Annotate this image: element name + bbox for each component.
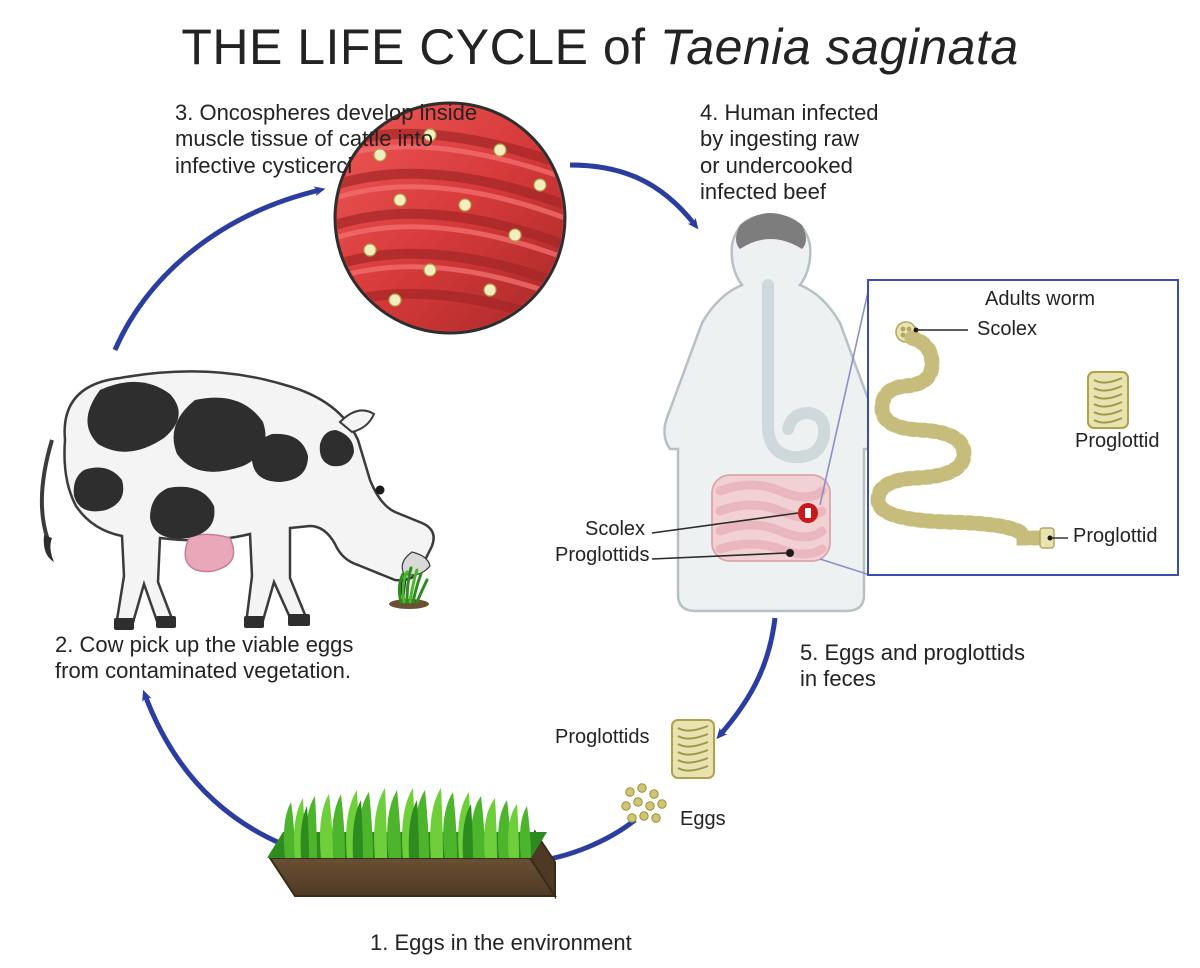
human-proglottids-text: Proglottids: [555, 544, 650, 566]
feces-proglottids-text: Proglottids: [555, 726, 650, 748]
inset-scolex-text: Scolex: [977, 318, 1037, 340]
human-scolex-text: Scolex: [585, 518, 645, 540]
inset-proglottid-bottom-label: Proglottid: [1073, 525, 1158, 548]
stage-4-text: 4. Human infected by ingesting raw or un…: [700, 100, 879, 204]
diagram-stage: THE LIFE CYCLE of Taenia saginata: [0, 0, 1200, 968]
inset-scolex-label: Scolex: [977, 318, 1037, 341]
arrow-4-to-5: [720, 618, 775, 735]
human-scolex-label: Scolex: [585, 518, 645, 541]
stage-4-caption: 4. Human infected by ingesting raw or un…: [700, 100, 920, 206]
inset-proglottid-bottom-text: Proglottid: [1073, 525, 1158, 547]
stage-5-text: 5. Eggs and proglottids in feces: [800, 640, 1025, 691]
arrow-3-to-4: [570, 165, 695, 225]
stage-1-caption: 1. Eggs in the environment: [370, 930, 632, 956]
cow-icon: [42, 371, 434, 630]
inset-proglottid-top-label: Proglottid: [1075, 430, 1160, 453]
inset-title-text: Adults worm: [985, 288, 1095, 310]
environment-patch-icon: [267, 788, 555, 896]
stage-3-caption: 3. Oncospheres develop inside muscle tis…: [175, 100, 515, 179]
human-icon: [652, 213, 878, 611]
inset-proglottid-top-text: Proglottid: [1075, 430, 1160, 452]
human-proglottids-label: Proglottids: [555, 544, 650, 567]
stage-1-text: 1. Eggs in the environment: [370, 930, 632, 955]
stage-5-caption: 5. Eggs and proglottids in feces: [800, 640, 1060, 693]
arrow-2-to-3: [115, 190, 320, 350]
feces-eggs-text: Eggs: [680, 808, 726, 830]
stage-2-caption: 2. Cow pick up the viable eggs from cont…: [55, 632, 415, 685]
feces-eggs-label: Eggs: [680, 808, 726, 831]
inset-title: Adults worm: [985, 288, 1095, 311]
feces-proglottids-label: Proglottids: [555, 726, 650, 749]
stage-2-text: 2. Cow pick up the viable eggs from cont…: [55, 632, 353, 683]
stage-3-text: 3. Oncospheres develop inside muscle tis…: [175, 100, 477, 178]
